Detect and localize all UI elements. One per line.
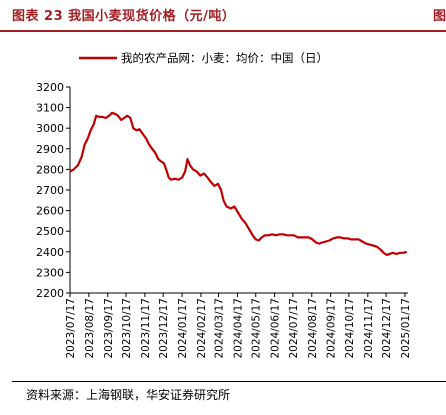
x-tick-label: 2023/10/17 xyxy=(121,298,133,359)
x-tick-label: 2024/03/17 xyxy=(214,298,226,359)
x-tick-label: 2024/11/17 xyxy=(363,298,375,359)
x-tick-label: 2024/12/17 xyxy=(381,298,393,359)
y-tick-label: 2300 xyxy=(36,266,64,279)
legend-label: 我的农产品网：小麦：均价：中国（日） xyxy=(121,51,328,65)
title-bar: 图表 23 我国小麦现货价格（元/吨） 图 xyxy=(0,0,446,32)
x-tick-label: 2024/01/17 xyxy=(177,298,189,359)
y-tick-label: 2800 xyxy=(36,163,64,176)
y-tick-label: 2400 xyxy=(36,246,64,259)
x-tick-label: 2024/07/17 xyxy=(288,298,300,359)
footer-divider xyxy=(12,381,446,382)
x-tick-label: 2024/02/17 xyxy=(196,298,208,359)
series-line-1 xyxy=(69,111,408,256)
x-tick-label: 2023/07/17 xyxy=(65,298,77,359)
x-tick-label: 2023/12/17 xyxy=(158,298,170,359)
corner-glyph: 图 xyxy=(433,9,446,24)
x-tick-label: 2024/08/17 xyxy=(307,298,319,359)
y-tick-label: 3000 xyxy=(36,122,64,135)
x-tick-label: 2023/11/17 xyxy=(140,298,152,359)
price-line-chart: 2200 2300 2400 2500 2600 2700 2800 2900 3000 3100… xyxy=(36,51,412,359)
y-tick-label: 3200 xyxy=(36,81,64,94)
y-tick-label: 2500 xyxy=(36,225,64,238)
source-note: 资料来源：上海钢联，华安证券研究所 xyxy=(26,388,231,402)
x-tick-label: 2024/04/17 xyxy=(232,298,244,359)
x-tick-label: 2024/10/17 xyxy=(344,298,356,359)
y-tick-label: 2700 xyxy=(36,184,64,197)
y-tick-label: 2600 xyxy=(36,205,64,218)
x-tick-label: 2024/09/17 xyxy=(326,298,338,359)
y-tick-label: 2200 xyxy=(36,287,64,300)
y-tick-label: 2900 xyxy=(36,143,64,156)
x-tick-label: 2023/08/17 xyxy=(84,298,96,359)
x-tick-label: 2024/05/17 xyxy=(251,298,263,359)
y-tick-label: 3100 xyxy=(36,102,64,115)
figure-title: 图表 23 我国小麦现货价格（元/吨） xyxy=(12,9,236,24)
x-tick-label: 2023/09/17 xyxy=(103,298,115,359)
x-tick-label: 2024/06/17 xyxy=(270,298,282,359)
x-tick-label: 2025/01/17 xyxy=(400,298,412,359)
